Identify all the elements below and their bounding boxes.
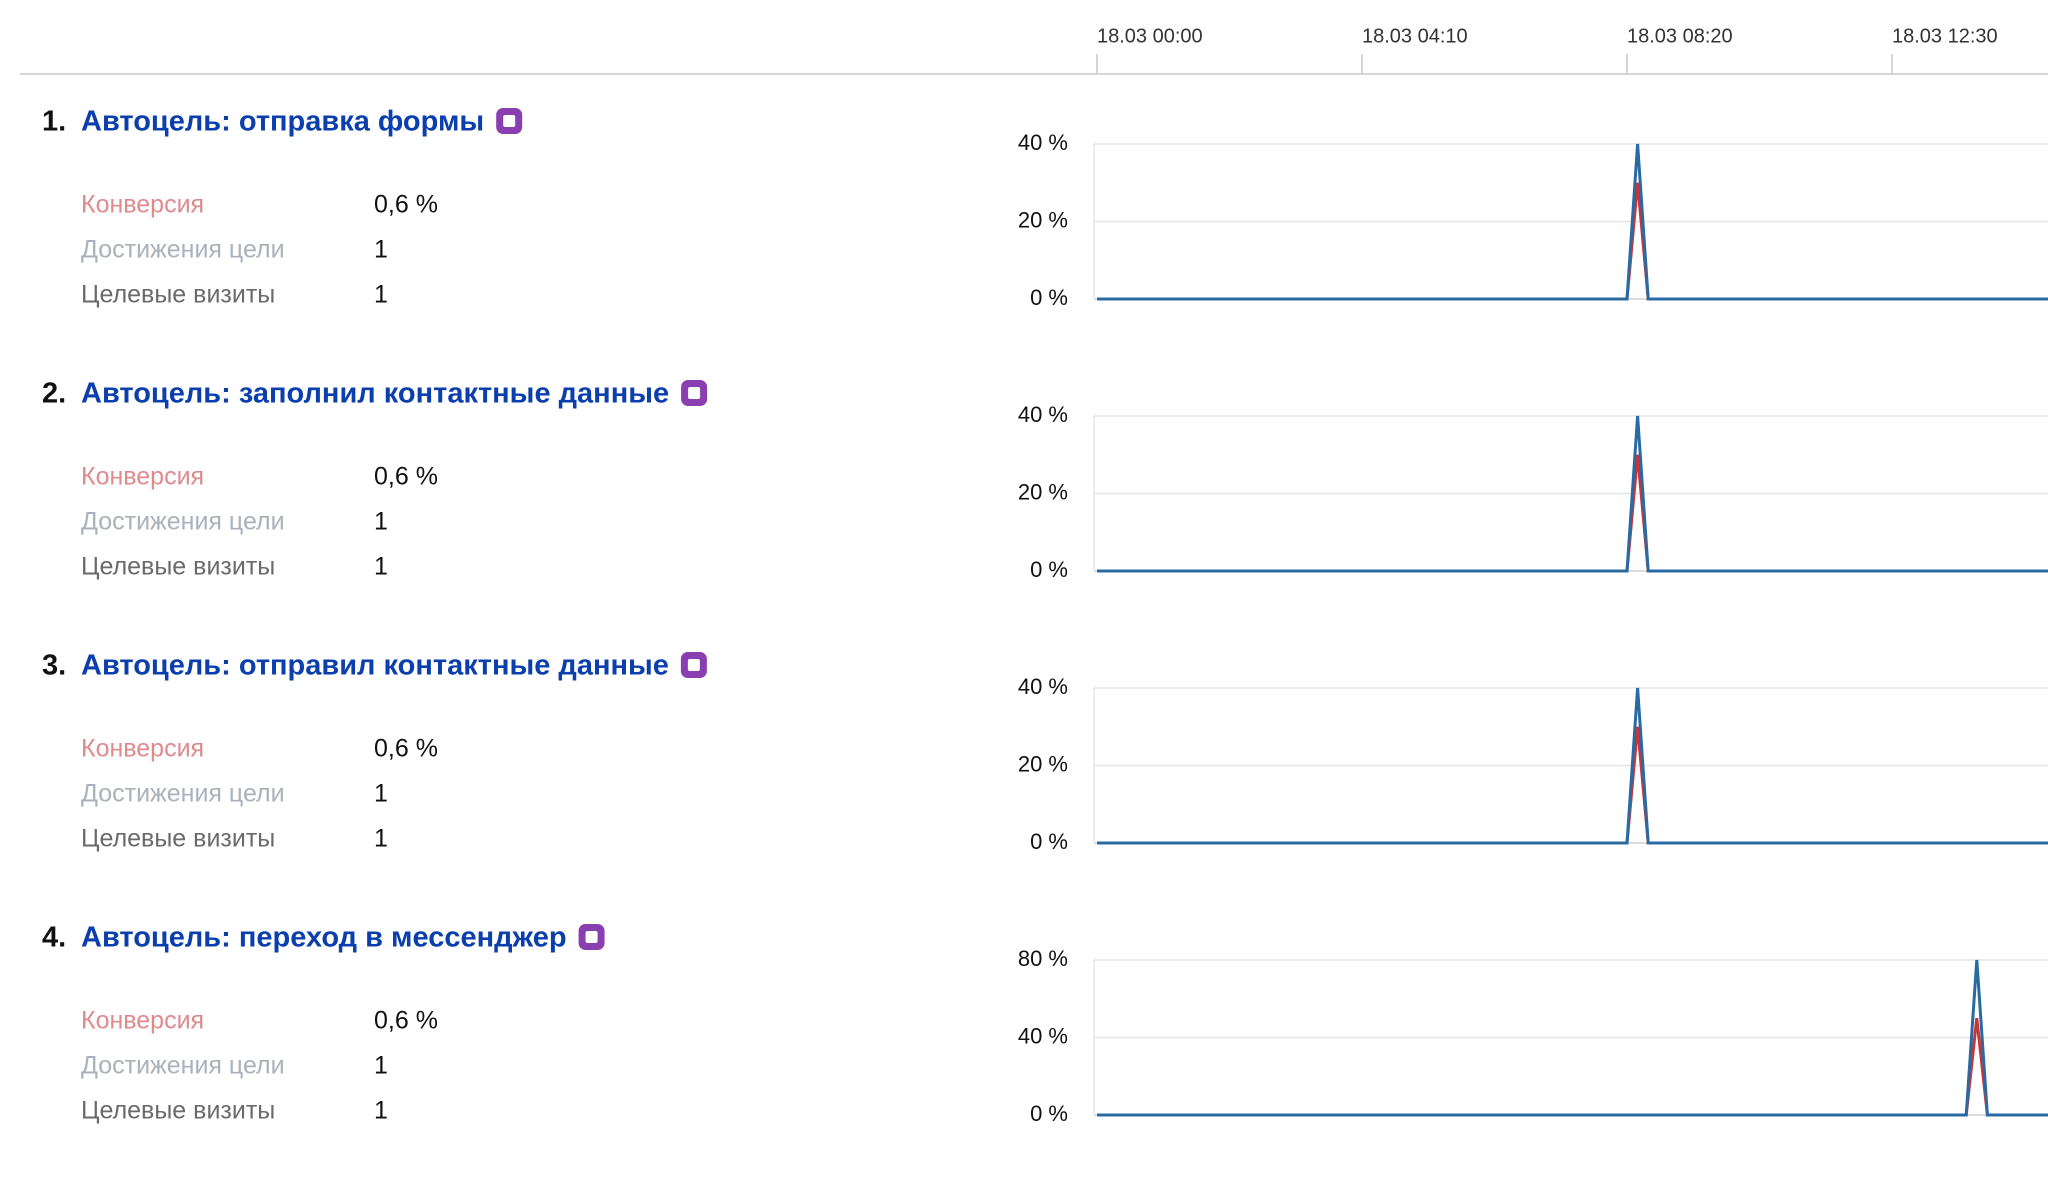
goal-title[interactable]: Автоцель: отправил контактные данные	[81, 650, 669, 682]
metric-value: 0,6 %	[374, 735, 438, 763]
goal-title[interactable]: Автоцель: переход в мессенджер	[81, 922, 567, 954]
metric-label: Достижения цели	[81, 508, 285, 536]
series-line	[1097, 1017, 2048, 1117]
y-tick-label: 40 %	[1018, 674, 1068, 699]
y-tick-label: 40 %	[1018, 1023, 1068, 1048]
metric-value: 0,6 %	[374, 1007, 438, 1035]
metric-label: Целевые визиты	[81, 281, 275, 309]
metric-value: 0,6 %	[374, 463, 438, 491]
metric-label: Достижения цели	[81, 1052, 285, 1080]
y-tick-label: 20 %	[1018, 751, 1068, 776]
x-tick-label: 18.03 00:00	[1097, 25, 1203, 47]
y-tick-label: 80 %	[1018, 946, 1068, 971]
y-tick-label: 40 %	[1018, 402, 1068, 427]
metric-value: 1	[374, 281, 388, 309]
metric-value: 1	[374, 1097, 388, 1125]
series-line	[1097, 454, 2048, 573]
metric-value: 1	[374, 780, 388, 808]
y-tick-label: 0 %	[1030, 1101, 1068, 1126]
goal-icon-glyph	[687, 659, 700, 671]
goal-icon-glyph	[585, 931, 598, 943]
metric-label: Конверсия	[81, 191, 204, 219]
series-line	[1097, 959, 2048, 1117]
metric-value: 1	[374, 825, 388, 853]
series-line	[1097, 687, 2048, 845]
metric-value: 1	[374, 1052, 388, 1080]
series-line	[1097, 182, 2048, 301]
y-tick-label: 0 %	[1030, 829, 1068, 854]
y-tick-label: 20 %	[1018, 479, 1068, 504]
goal-title[interactable]: Автоцель: отправка формы	[81, 106, 484, 138]
x-tick-label: 18.03 04:10	[1362, 25, 1468, 47]
series-line	[1097, 726, 2048, 845]
x-tick-label: 18.03 08:20	[1627, 25, 1733, 47]
series-line	[1097, 143, 2048, 301]
goal-number: 3.	[42, 650, 66, 682]
metric-value: 1	[374, 553, 388, 581]
metric-label: Целевые визиты	[81, 1097, 275, 1125]
series-line	[1097, 415, 2048, 573]
metric-value: 0,6 %	[374, 191, 438, 219]
metric-label: Целевые визиты	[81, 825, 275, 853]
metric-label: Конверсия	[81, 735, 204, 763]
goal-number: 1.	[42, 106, 66, 138]
y-tick-label: 0 %	[1030, 557, 1068, 582]
metric-label: Конверсия	[81, 1007, 204, 1035]
goal-number: 2.	[42, 378, 66, 410]
metric-label: Достижения цели	[81, 236, 285, 264]
metric-label: Достижения цели	[81, 780, 285, 808]
y-tick-label: 40 %	[1018, 130, 1068, 155]
metric-value: 1	[374, 508, 388, 536]
goal-title[interactable]: Автоцель: заполнил контактные данные	[81, 378, 669, 410]
metric-value: 1	[374, 236, 388, 264]
goal-icon-glyph	[688, 387, 701, 399]
metric-label: Конверсия	[81, 463, 204, 491]
goal-icon-glyph	[503, 115, 516, 127]
x-tick-label: 18.03 12:30	[1892, 25, 1998, 47]
y-tick-label: 20 %	[1018, 207, 1068, 232]
metric-label: Целевые визиты	[81, 553, 275, 581]
y-tick-label: 0 %	[1030, 285, 1068, 310]
goal-number: 4.	[42, 922, 66, 954]
